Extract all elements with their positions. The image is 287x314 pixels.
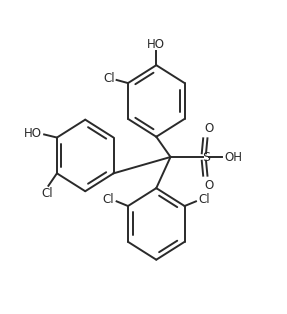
Text: HO: HO: [147, 38, 165, 51]
Text: Cl: Cl: [41, 187, 53, 200]
Text: O: O: [204, 122, 214, 135]
Text: S: S: [202, 150, 210, 164]
Text: Cl: Cl: [199, 193, 210, 206]
Text: Cl: Cl: [102, 193, 114, 206]
Text: Cl: Cl: [104, 72, 115, 85]
Text: OH: OH: [224, 150, 243, 164]
Text: O: O: [204, 179, 214, 192]
Text: HO: HO: [24, 127, 42, 140]
